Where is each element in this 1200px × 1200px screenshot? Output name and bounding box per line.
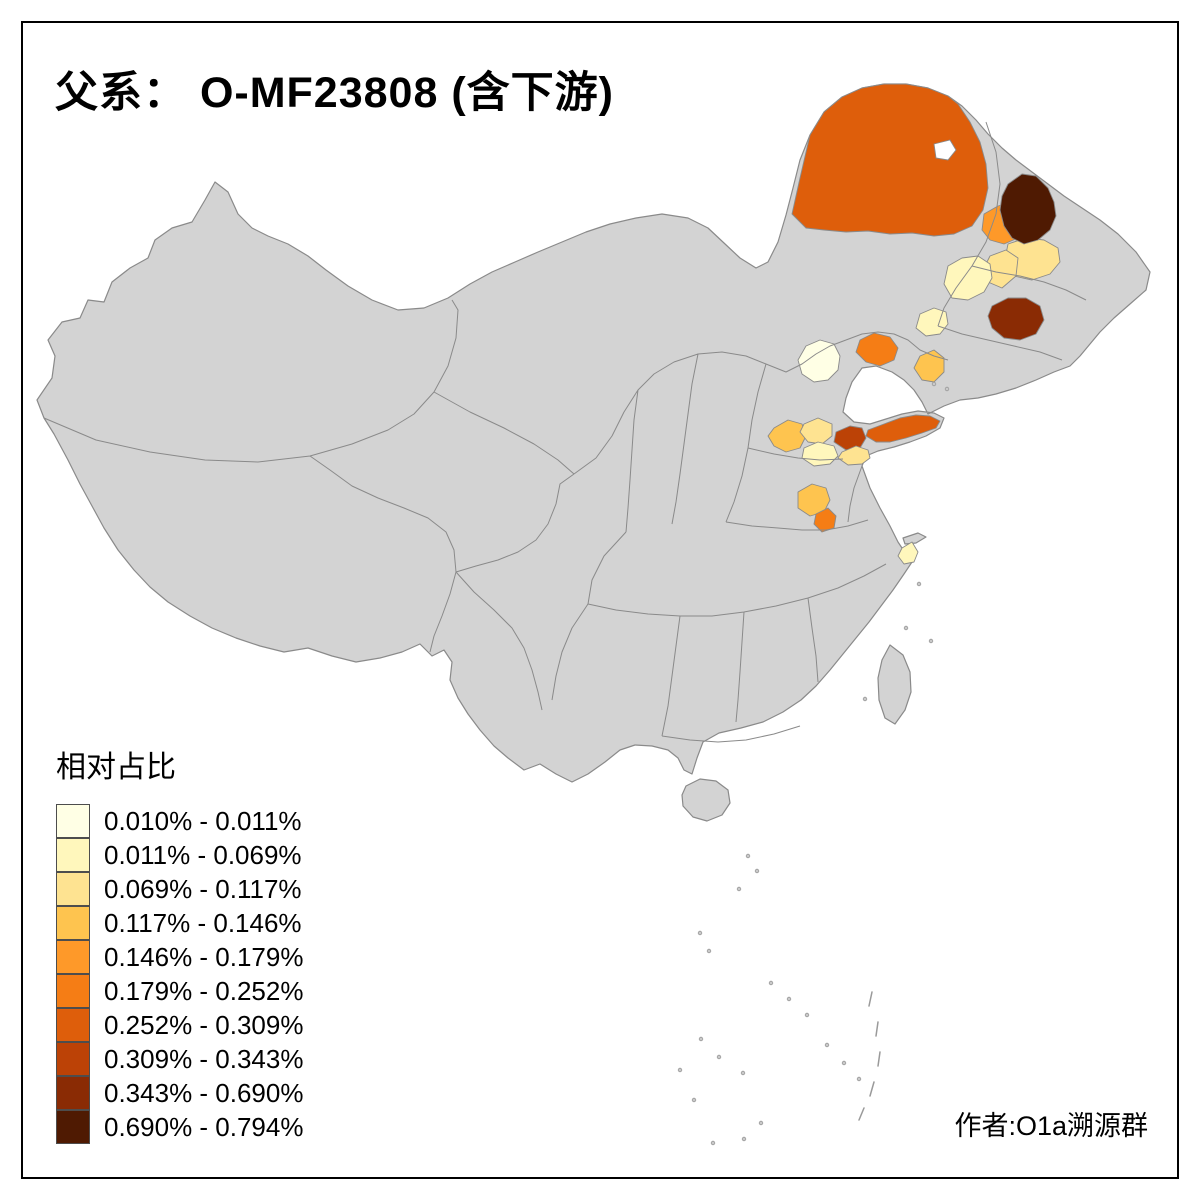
map-region: [915, 307, 949, 337]
islet: [706, 948, 712, 954]
hainan-island: [681, 778, 731, 822]
legend-swatch: [56, 804, 90, 838]
map-region: [865, 414, 941, 443]
legend-label: 0.117% - 0.146%: [104, 908, 302, 938]
author-credit: 作者:O1a溯源群: [954, 1111, 1148, 1141]
legend-label: 0.011% - 0.069%: [104, 840, 302, 870]
islet: [862, 696, 868, 702]
map-region: [797, 339, 841, 383]
map-region: [833, 425, 867, 451]
map-region: [987, 297, 1045, 341]
legend-item: 0.252% - 0.309%: [56, 1008, 303, 1042]
map-region: [897, 541, 919, 565]
province-borders-north: [573, 339, 869, 533]
legend-items: 0.010% - 0.011% 0.011% - 0.069% 0.069% - 0…: [56, 804, 303, 1144]
islet: [754, 868, 760, 874]
map-region: [767, 419, 807, 453]
mainland-outline: [36, 83, 1151, 783]
map-region: [999, 173, 1057, 245]
legend-swatch: [56, 838, 90, 872]
legend-label: 0.010% - 0.011%: [104, 806, 302, 836]
legend-swatch: [56, 1042, 90, 1076]
legend-item: 0.146% - 0.179%: [56, 940, 303, 974]
legend-item: 0.690% - 0.794%: [56, 1110, 303, 1144]
islet: [824, 1042, 830, 1048]
map-region: [799, 417, 833, 445]
legend-item: 0.010% - 0.011%: [56, 804, 303, 838]
map-region: [913, 349, 945, 383]
map-title: 父系： O-MF23808 (含下游): [55, 69, 614, 117]
islet: [903, 625, 909, 631]
islet: [856, 1076, 862, 1082]
legend-label: 0.252% - 0.309%: [104, 1010, 304, 1040]
islet: [931, 381, 937, 387]
legend-swatch: [56, 1076, 90, 1110]
sea-dash: [858, 1107, 865, 1121]
islet: [710, 1140, 716, 1146]
landmass: [36, 83, 1151, 822]
legend-label: 0.179% - 0.252%: [104, 976, 304, 1006]
sea-dash: [877, 1051, 881, 1067]
map-region: [943, 255, 993, 301]
legend-title: 相对占比: [56, 751, 176, 784]
legend: 相对占比 0.010% - 0.011% 0.011% - 0.069% 0.069…: [56, 742, 303, 1144]
legend-item: 0.179% - 0.252%: [56, 974, 303, 1008]
legend-item: 0.069% - 0.117%: [56, 872, 303, 906]
islet: [928, 638, 934, 644]
province-borders-west: [43, 299, 575, 653]
islet: [758, 1120, 764, 1126]
islet: [741, 1136, 747, 1142]
islet: [698, 1036, 704, 1042]
islet: [691, 1097, 697, 1103]
legend-item: 0.309% - 0.343%: [56, 1042, 303, 1076]
legend-swatch: [56, 1008, 90, 1042]
sea-dash: [875, 1021, 879, 1037]
legend-swatch: [56, 1110, 90, 1144]
map-region: [855, 332, 899, 367]
legend-item: 0.343% - 0.690%: [56, 1076, 303, 1110]
islet: [736, 886, 742, 892]
legend-item: 0.117% - 0.146%: [56, 906, 303, 940]
legend-label: 0.343% - 0.690%: [104, 1078, 304, 1108]
legend-label: 0.146% - 0.179%: [104, 942, 304, 972]
islet: [944, 386, 950, 392]
islet: [697, 930, 703, 936]
sea-dash: [869, 1081, 875, 1097]
islet: [841, 1060, 847, 1066]
map-region: [791, 83, 989, 237]
map-region: [813, 507, 837, 533]
legend-label: 0.309% - 0.343%: [104, 1044, 304, 1074]
sea-dash: [868, 991, 873, 1007]
legend-swatch: [56, 906, 90, 940]
province-borders-south: [455, 531, 887, 743]
legend-swatch: [56, 974, 90, 1008]
islet: [716, 1054, 722, 1060]
islet: [786, 996, 792, 1002]
islet: [745, 853, 751, 859]
islet: [916, 581, 922, 587]
colored-regions: [767, 83, 1061, 565]
province-borders-northeast: [845, 121, 1087, 361]
islet: [740, 1070, 746, 1076]
province-borders: [43, 121, 1087, 743]
map-enclave: [933, 139, 957, 161]
legend-swatch: [56, 940, 90, 974]
chongming-island: [902, 532, 927, 545]
islet: [804, 1012, 810, 1018]
legend-swatch: [56, 872, 90, 906]
taiwan-island: [877, 644, 912, 725]
legend-label: 0.069% - 0.117%: [104, 874, 302, 904]
islet: [677, 1067, 683, 1073]
small-islands: [677, 381, 950, 1146]
legend-item: 0.011% - 0.069%: [56, 838, 303, 872]
islet: [768, 980, 774, 986]
legend-label: 0.690% - 0.794%: [104, 1112, 304, 1142]
map-region: [797, 483, 831, 517]
